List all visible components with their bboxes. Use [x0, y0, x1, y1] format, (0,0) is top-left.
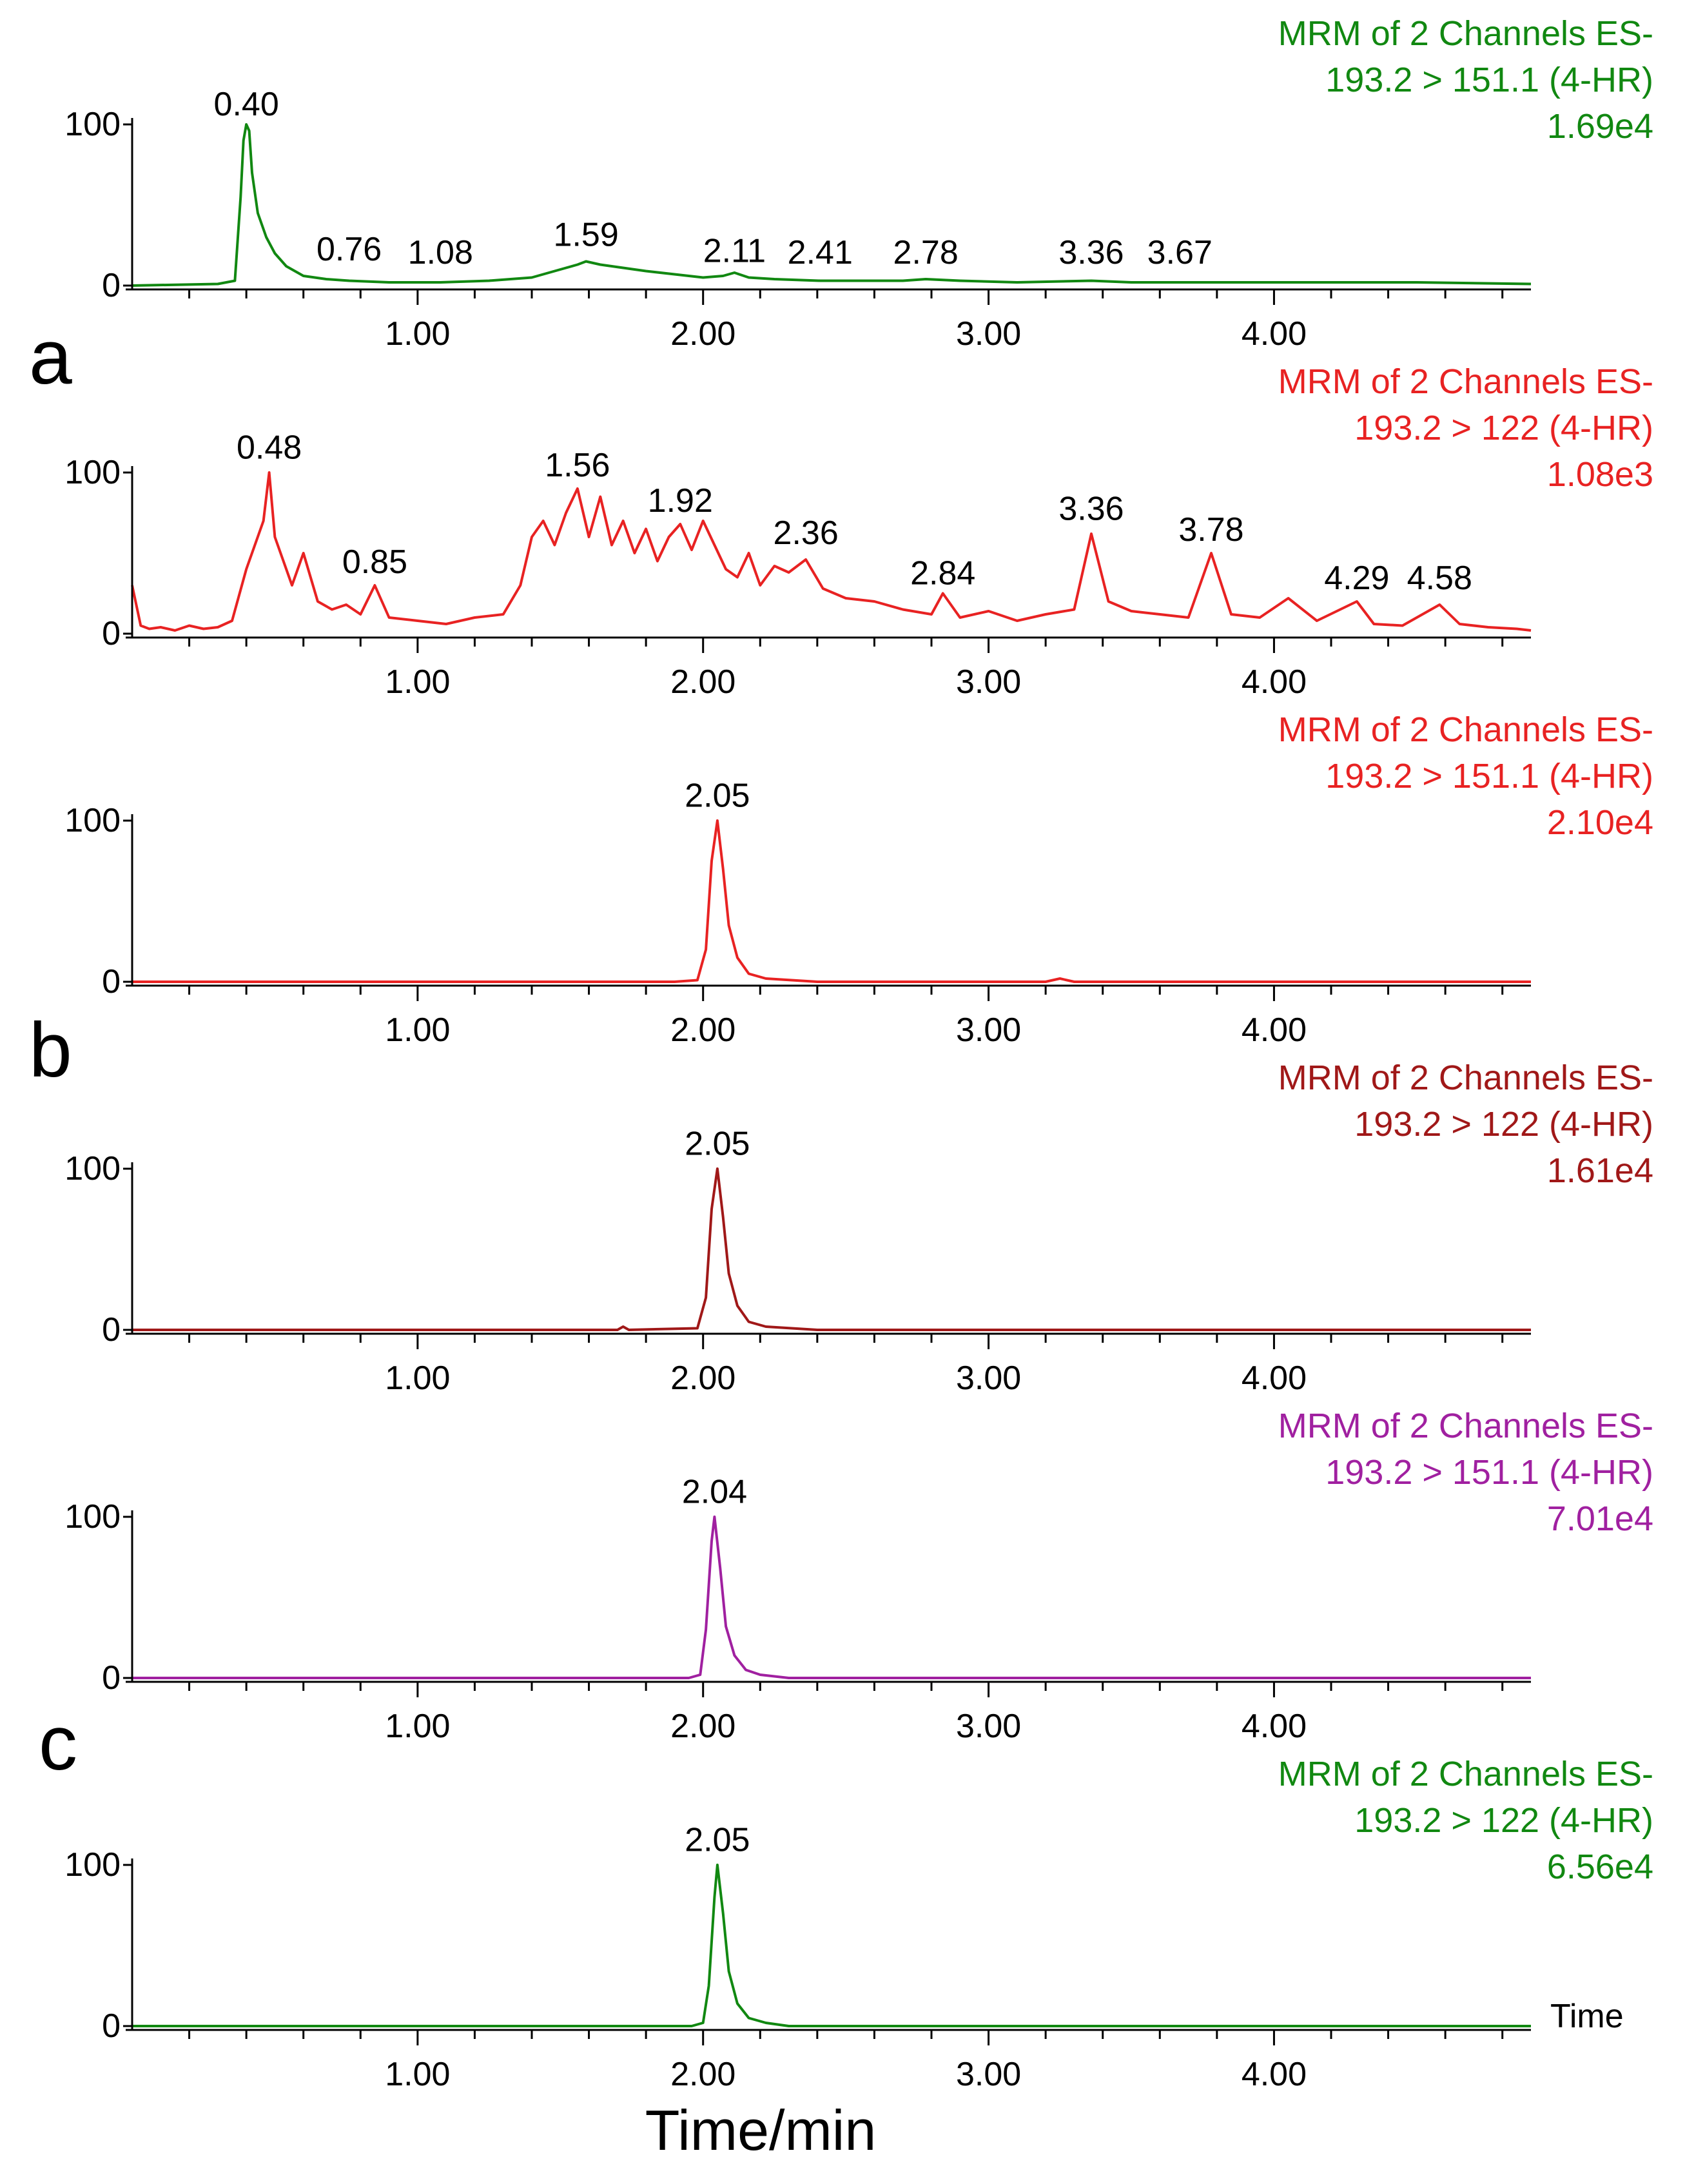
peak-label: 3.67: [1147, 234, 1213, 271]
panel-header-line: MRM of 2 Channels ES-: [1278, 1407, 1653, 1445]
series-line: [132, 1167, 1531, 1331]
panel-header-line: 193.2 > 151.1 (4-HR): [1325, 757, 1653, 795]
panel-header-line: 1.61e4: [1547, 1151, 1653, 1190]
peak-label: 3.36: [1058, 234, 1124, 271]
panel-header-line: 6.56e4: [1547, 1848, 1653, 1886]
chart-panel-2: MRM of 2 Channels ES- 193.2 > 122 (4-HR) 1…: [64, 362, 1653, 701]
peak-label: 3.78: [1178, 511, 1243, 549]
panel-header-line: 193.2 > 122 (4-HR): [1354, 1105, 1653, 1144]
peak-label: 1.59: [554, 217, 619, 254]
peak-label: 2.41: [788, 234, 853, 271]
x-tick-label: 3.00: [956, 1708, 1021, 1745]
x-tick-label: 2.00: [670, 2056, 735, 2093]
y-tick-label: 100: [64, 1150, 121, 1187]
y-tick-label: 100: [64, 106, 121, 143]
peak-label: 0.76: [317, 231, 382, 268]
panel-header-line: MRM of 2 Channels ES-: [1278, 1058, 1653, 1097]
peak-label: 1.56: [545, 447, 610, 484]
panel-letter-c: c: [39, 1700, 77, 1786]
x-tick-label: 3.00: [956, 2056, 1021, 2093]
panel-header-line: 7.01e4: [1547, 1499, 1653, 1538]
x-tick-label: 1.00: [385, 1011, 450, 1049]
x-tick-label: 3.00: [956, 663, 1021, 701]
chart-panel-6: MRM of 2 Channels ES- 193.2 > 122 (4-HR) 6…: [64, 1755, 1653, 2093]
y-tick-label: 0: [102, 2007, 121, 2045]
panel-header-line: MRM of 2 Channels ES-: [1278, 1755, 1653, 1793]
series-line: [132, 1516, 1531, 1679]
panel-header-line: 2.10e4: [1547, 803, 1653, 842]
peak-label: 0.85: [342, 543, 407, 581]
peak-label: 2.11: [703, 233, 766, 270]
panel-letter-b: b: [29, 1007, 72, 1093]
chart-panel-5: MRM of 2 Channels ES- 193.2 > 151.1 (4-HR…: [64, 1407, 1653, 1745]
panel-header-line: MRM of 2 Channels ES-: [1278, 362, 1653, 401]
panel-header-line: 193.2 > 122 (4-HR): [1354, 1801, 1653, 1840]
x-tick-label: 1.00: [385, 2056, 450, 2093]
x-tick-label: 3.00: [956, 315, 1021, 353]
y-tick-label: 100: [64, 454, 121, 491]
x-tick-label: 2.00: [670, 1011, 735, 1049]
y-tick-label: 100: [64, 802, 121, 839]
series-line: [131, 471, 1532, 632]
x-tick-label: 4.00: [1242, 315, 1307, 353]
time-axis-label: Time: [1550, 1998, 1624, 2035]
x-tick-label: 1.00: [385, 315, 450, 353]
peak-label: 1.92: [648, 482, 713, 520]
x-tick-label: 1.00: [385, 1708, 450, 1745]
y-tick-label: 0: [102, 1659, 121, 1697]
peak-label: 0.48: [237, 429, 302, 467]
x-tick-label: 4.00: [1242, 1011, 1307, 1049]
x-tick-label: 4.00: [1242, 663, 1307, 701]
x-tick-label: 2.00: [670, 1360, 735, 1397]
panel-header-line: 1.08e3: [1547, 455, 1653, 494]
series-line: [132, 1864, 1531, 2027]
panel-header-line: 1.69e4: [1547, 107, 1653, 146]
x-tick-label: 2.00: [670, 315, 735, 353]
x-tick-label: 3.00: [956, 1011, 1021, 1049]
chart-panel-4: MRM of 2 Channels ES- 193.2 > 122 (4-HR) 1…: [64, 1058, 1653, 1397]
x-tick-label: 3.00: [956, 1360, 1021, 1397]
x-tick-label: 2.00: [670, 1708, 735, 1745]
peak-label: 2.78: [893, 234, 959, 271]
y-tick-label: 0: [102, 615, 121, 652]
peak-label: 2.36: [774, 514, 839, 552]
peak-label: 4.29: [1324, 560, 1389, 597]
x-tick-label: 2.00: [670, 663, 735, 701]
x-tick-label: 4.00: [1242, 2056, 1307, 2093]
x-tick-label: 4.00: [1242, 1708, 1307, 1745]
peak-label: 2.04: [682, 1474, 747, 1511]
panel-header-line: 193.2 > 151.1 (4-HR): [1325, 1453, 1653, 1492]
panel-header-line: 193.2 > 151.1 (4-HR): [1325, 61, 1653, 99]
y-tick-label: 0: [102, 1311, 121, 1349]
peak-label: 4.58: [1407, 560, 1472, 597]
x-tick-label: 4.00: [1242, 1360, 1307, 1397]
panel-header-line: MRM of 2 Channels ES-: [1278, 14, 1653, 53]
peak-label: 2.84: [910, 555, 975, 592]
x-tick-label: 1.00: [385, 663, 450, 701]
series-line: [131, 123, 1532, 287]
chart-panel-1: MRM of 2 Channels ES- 193.2 > 151.1 (4-HR…: [64, 14, 1653, 353]
peak-label: 2.05: [685, 777, 750, 815]
y-tick-label: 0: [102, 963, 121, 1000]
series-line: [132, 819, 1531, 983]
x-axis-title: Time/min: [645, 2098, 877, 2162]
y-tick-label: 100: [64, 1498, 121, 1536]
peak-label: 1.08: [408, 234, 473, 271]
peak-label: 3.36: [1058, 491, 1124, 528]
peak-label: 0.40: [214, 86, 279, 123]
panel-letter-a: a: [29, 314, 72, 400]
y-tick-label: 100: [64, 1846, 121, 1884]
x-tick-label: 1.00: [385, 1360, 450, 1397]
panel-header-line: 193.2 > 122 (4-HR): [1354, 409, 1653, 447]
y-tick-label: 0: [102, 267, 121, 304]
panel-header-line: MRM of 2 Channels ES-: [1278, 710, 1653, 749]
chart-panel-3: MRM of 2 Channels ES- 193.2 > 151.1 (4-HR…: [64, 710, 1653, 1049]
peak-label: 2.05: [685, 1822, 750, 1859]
peak-label: 2.05: [685, 1126, 750, 1163]
